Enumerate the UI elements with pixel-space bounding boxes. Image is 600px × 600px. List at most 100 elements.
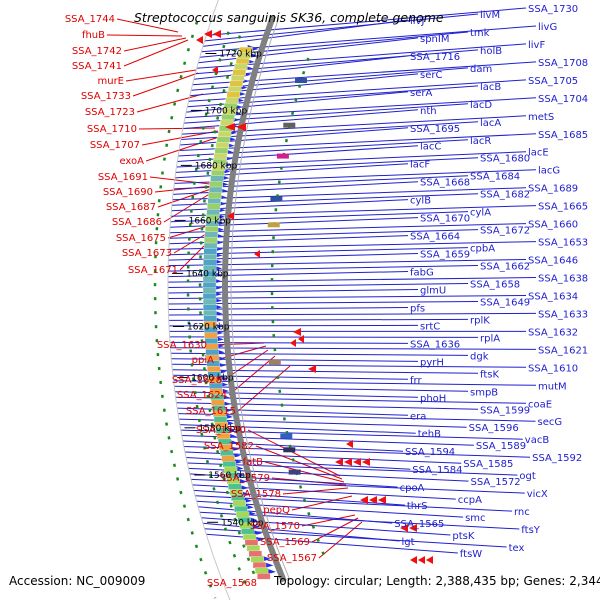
gene-connector-right [190, 478, 525, 494]
gene-connector-right [189, 473, 398, 488]
cds-function-block [244, 539, 259, 546]
reverse-cds-arrow [213, 30, 221, 38]
gene-label-right: cylB [410, 196, 431, 207]
gene-label-right: SSA_1684 [470, 172, 520, 183]
cds-function-block [217, 130, 232, 138]
feature-box [276, 153, 289, 159]
gene-label-right: SSA_1636 [410, 339, 460, 350]
gene-label-right: SSA_1633 [538, 309, 588, 320]
gene-connector-left [106, 34, 183, 37]
kbp-tick-label: 1680 kbp [195, 161, 238, 171]
gene-label-left: SSA_1710 [87, 124, 137, 135]
gene-connector-left [136, 93, 204, 113]
cds-function-block [216, 136, 231, 143]
gene-label-right: SSA_1708 [538, 58, 588, 69]
cds-function-block [235, 511, 250, 518]
reverse-cds-arrow [369, 496, 377, 504]
cds-function-block [242, 533, 257, 541]
gene-connector-right [198, 37, 419, 64]
gene-label-right: phoH [420, 393, 446, 404]
gene-connector-right [174, 385, 469, 392]
gene-connector-right [168, 259, 527, 267]
kbp-tick-label: 1540 kbp [221, 518, 264, 528]
cds-function-block [205, 226, 219, 233]
gene-connector-left [282, 487, 349, 495]
cds-function-block [257, 573, 271, 580]
gene-connector-left [228, 355, 276, 396]
gene-connector-right [193, 489, 405, 506]
gene-label-right: SSA_1664 [410, 232, 460, 243]
gene-connector-left [311, 517, 359, 543]
accession-text: Accession: NC_009009 [9, 574, 146, 588]
gene-label-right: coaE [528, 399, 552, 410]
gene-label-right: rplA [480, 333, 500, 344]
reverse-cds-arrow [225, 123, 235, 131]
kbp-tick-label: 1560 kbp [208, 471, 251, 481]
cds-function-block [228, 86, 242, 93]
cds-function-block [203, 259, 217, 266]
gene-label-left: exoA [119, 156, 144, 167]
reverse-cds-arrow [344, 458, 352, 466]
gene-label-right: SSA_1682 [480, 190, 530, 201]
gene-label-left: SSA_1707 [90, 140, 140, 151]
reverse-cds-arrow [254, 250, 260, 258]
kbp-tick-label: 1600 kbp [191, 374, 234, 384]
gene-label-right: frr [410, 375, 422, 386]
reverse-cds-arrow [410, 556, 417, 564]
cds-function-block [209, 181, 223, 188]
gene-label-right: SSA_1670 [420, 214, 470, 225]
gene-label-right: tehB [418, 429, 441, 440]
gene-label-left: SSA_1671 [128, 265, 178, 276]
gene-connector-right [193, 55, 409, 80]
gene-label-left: SSA_1673 [122, 248, 172, 259]
gene-label-right: SSA_1668 [420, 178, 470, 189]
chromosome-backbone [222, 14, 287, 583]
gene-label-left: murE [97, 76, 124, 87]
gene-label-right: vicX [527, 489, 548, 500]
gene-label-right: smpB [470, 387, 498, 398]
gene-label-right: SSA_1594 [405, 447, 455, 458]
gene-connector-right [170, 347, 537, 350]
gene-label-right: SSA_1610 [528, 363, 578, 374]
cds-function-block [204, 231, 218, 238]
gene-label-right: lgt [402, 537, 415, 548]
gene-label-right: rnc [514, 507, 530, 518]
gene-label-right: serC [420, 70, 442, 81]
gene-connector-left [154, 185, 213, 193]
gene-connector-right [201, 25, 537, 53]
gene-label-right: ogt [519, 471, 535, 482]
gene-label-right: SSA_1638 [538, 274, 588, 285]
gene-label-right: SSA_1646 [528, 256, 578, 267]
reverse-cds-arrow [335, 458, 343, 466]
feature-box [283, 447, 296, 453]
gene-label-left: SSA_1744 [65, 14, 115, 25]
gene-label-right: cylA [470, 208, 491, 219]
gene-label-right: spnIM [420, 34, 449, 45]
gene-label-right: holB [480, 46, 502, 57]
gene-connector-left [123, 39, 189, 67]
cds-function-block [207, 203, 221, 210]
gene-label-right: rplK [470, 315, 490, 326]
outer-ring-edge [167, 0, 231, 600]
gene-connector-left [116, 18, 179, 33]
cds-function-block [202, 287, 217, 294]
feature-track-dashed [153, 21, 217, 599]
gene-label-right: metS [528, 112, 554, 123]
reverse-cds-arrow [360, 496, 368, 504]
gene-label-left: fatB [243, 457, 264, 468]
gene-connector-right [170, 211, 469, 223]
gene-label-right: lacF [410, 160, 430, 171]
gene-label-right: ccpA [458, 495, 482, 506]
reverse-cds-arrow [362, 458, 370, 466]
gene-label-right: SSA_1685 [538, 130, 588, 141]
gene-label-left: SSA_1582 [204, 441, 254, 452]
gene-label-right: mutM [538, 381, 567, 392]
gene-connector-left [237, 365, 291, 412]
gene-label-left: ppiA [192, 355, 214, 366]
cds-function-block [214, 147, 229, 155]
gene-label-left: pepQ [263, 505, 290, 516]
backbone-inner-edge [230, 17, 290, 580]
cds-function-block [205, 343, 219, 350]
gene-connector-right [187, 462, 518, 476]
